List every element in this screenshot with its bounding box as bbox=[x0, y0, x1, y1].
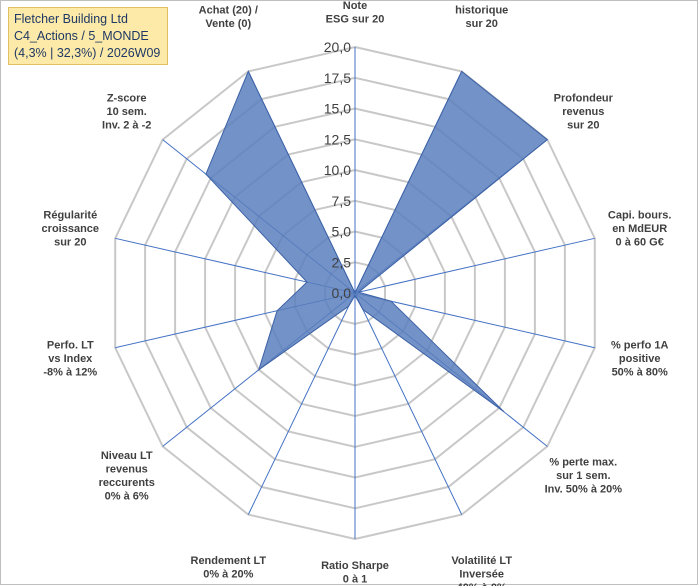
axis-label-6-line-1: Inversée bbox=[459, 569, 504, 581]
tick-label-0: 0,0 bbox=[332, 285, 352, 301]
tick-label-7: 17,5 bbox=[324, 70, 351, 86]
axis-label-9-line-1: revenus bbox=[106, 463, 148, 475]
tick-label-8: 20,0 bbox=[324, 39, 351, 55]
spoke-6 bbox=[354, 292, 463, 515]
axis-label-7-line-0: Ratio Sharpe bbox=[321, 560, 389, 572]
axis-label-9-line-2: reccurents bbox=[99, 477, 155, 489]
axis-label-12-line-1: 10 sem. bbox=[107, 106, 147, 118]
spoke-4 bbox=[354, 292, 595, 349]
spoke-8 bbox=[247, 292, 356, 515]
tick-label-layer: 0,0 2,5 5,0 7,5 10,0 12,5 15,0 17,5 20,0 bbox=[324, 39, 351, 301]
axis-label-4-line-1: positive bbox=[619, 353, 661, 365]
axis-label-5: % perte max. sur 1 sem. Inv. 50% à 20% bbox=[545, 457, 623, 496]
axis-label-1-line-0: Profondeur bbox=[452, 1, 512, 3]
axis-label-8-line-1: 0% à 20% bbox=[203, 569, 253, 581]
axis-label-10-line-1: vs Index bbox=[48, 353, 93, 365]
axis-label-4: % perfo 1A positive 50% à 80% bbox=[611, 340, 669, 379]
axis-label-11-line-2: sur 20 bbox=[54, 237, 86, 249]
axis-label-7-line-1: 0 à 1 bbox=[343, 574, 367, 586]
tick-label-3: 7,5 bbox=[332, 193, 352, 209]
axis-label-10-line-0: Perfo. LT bbox=[47, 340, 94, 352]
title-period: (4,3% | 32,3%) / 2026W09 bbox=[14, 46, 161, 60]
axis-label-9-line-3: 0% à 6% bbox=[105, 490, 149, 502]
axis-label-8: Rendement LT 0% à 20% bbox=[191, 555, 267, 581]
axis-label-9-line-0: Niveau LT bbox=[101, 450, 153, 462]
axis-label-12-line-0: Z-score bbox=[107, 93, 147, 105]
axis-label-0-line-1: ESG sur 20 bbox=[326, 13, 385, 25]
title-category: C4_Actions / 5_MONDE bbox=[14, 29, 149, 43]
tick-label-1: 2,5 bbox=[332, 254, 352, 270]
axis-label-13-line-1: Achat (20) / bbox=[199, 5, 258, 17]
axis-label-7: Ratio Sharpe 0 à 1 bbox=[321, 560, 389, 586]
axis-label-11-line-0: Régularité bbox=[43, 210, 97, 222]
axis-label-2: Profondeur revenus sur 20 bbox=[554, 93, 614, 132]
axis-label-2-line-2: sur 20 bbox=[567, 120, 599, 132]
axis-label-3-line-2: 0 à 60 G€ bbox=[616, 237, 664, 249]
title-company: Fletcher Building Ltd bbox=[14, 12, 128, 26]
axis-label-3-line-0: Capi. bours. bbox=[608, 210, 672, 222]
axis-label-10: Perfo. LT vs Index -8% à 12% bbox=[43, 340, 97, 379]
axis-label-8-line-0: Rendement LT bbox=[191, 555, 267, 567]
axis-label-6: Volatilité LT Inversée40% à 0% bbox=[451, 555, 512, 586]
spoke-3 bbox=[354, 237, 595, 294]
axis-label-3-line-1: en MdEUR bbox=[612, 223, 667, 235]
axis-label-1-line-1: historique bbox=[455, 5, 508, 17]
series-layer bbox=[205, 70, 549, 413]
axis-label-13-line-2: Vente (0) bbox=[205, 18, 251, 30]
axis-label-12: Z-score 10 sem. Inv. 2 à -2 bbox=[102, 93, 151, 132]
axis-label-13-line-0: Momentum bbox=[199, 1, 258, 3]
axis-label-10-line-2: -8% à 12% bbox=[43, 367, 97, 379]
axis-label-2-line-0: Profondeur bbox=[554, 93, 614, 105]
axis-label-3: Capi. bours. en MdEUR 0 à 60 G€ bbox=[608, 210, 672, 249]
axis-label-13: Momentum Achat (20) /Vente (0) bbox=[199, 1, 258, 30]
axis-label-0-line-0: Note bbox=[343, 1, 367, 12]
axis-label-4-line-0: % perfo 1A bbox=[611, 340, 669, 352]
axis-label-5-line-2: Inv. 50% à 20% bbox=[545, 484, 623, 496]
tick-label-6: 15,0 bbox=[324, 101, 351, 117]
axis-label-12-line-2: Inv. 2 à -2 bbox=[102, 120, 151, 132]
axis-label-2-line-1: revenus bbox=[562, 106, 604, 118]
axis-label-1-line-2: sur 20 bbox=[465, 18, 497, 30]
axis-label-9: Niveau LT revenus reccurents 0% à 6% bbox=[99, 450, 155, 503]
tick-label-5: 12,5 bbox=[324, 131, 351, 147]
axis-label-11: Régularité croissance sur 20 bbox=[42, 210, 99, 249]
axis-label-0: Note ESG sur 20 bbox=[326, 1, 385, 25]
tick-label-2: 5,0 bbox=[332, 224, 352, 240]
axis-label-5-line-0: % perte max. bbox=[549, 457, 617, 469]
chart-title-box: Fletcher Building Ltd C4_Actions / 5_MON… bbox=[8, 7, 168, 65]
axis-label-11-line-1: croissance bbox=[42, 223, 99, 235]
axis-label-6-line-0: Volatilité LT bbox=[451, 555, 512, 567]
tick-label-4: 10,0 bbox=[324, 162, 351, 178]
axis-label-6-line-2: 40% à 0% bbox=[457, 582, 507, 586]
axis-label-5-line-1: sur 1 sem. bbox=[556, 470, 610, 482]
axis-label-4-line-2: 50% à 80% bbox=[612, 367, 668, 379]
